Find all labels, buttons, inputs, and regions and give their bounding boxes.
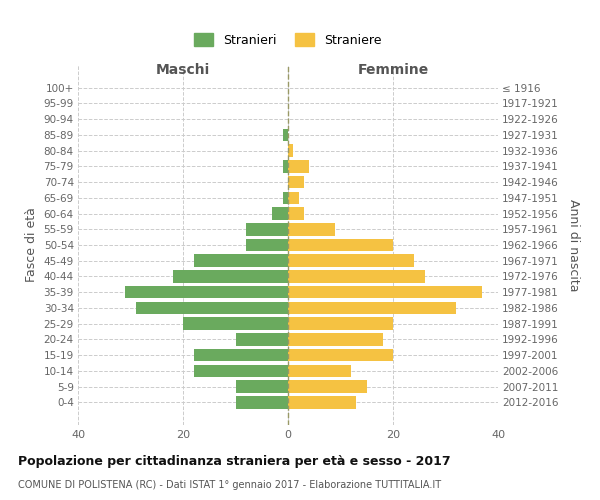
Bar xyxy=(288,223,335,235)
Bar xyxy=(136,302,288,314)
Bar xyxy=(288,286,482,298)
Bar xyxy=(288,160,309,172)
Bar xyxy=(288,302,456,314)
Legend: Stranieri, Straniere: Stranieri, Straniere xyxy=(190,28,386,52)
Bar xyxy=(283,192,288,204)
Bar xyxy=(283,128,288,141)
Text: Femmine: Femmine xyxy=(358,62,428,76)
Bar xyxy=(288,349,393,362)
Bar xyxy=(288,207,304,220)
Bar xyxy=(288,380,367,393)
Bar xyxy=(235,396,288,408)
Bar xyxy=(235,380,288,393)
Bar xyxy=(246,238,288,252)
Bar xyxy=(288,396,356,408)
Bar xyxy=(288,333,383,345)
Bar xyxy=(235,333,288,345)
Bar xyxy=(288,192,299,204)
Bar xyxy=(288,238,393,252)
Bar xyxy=(246,223,288,235)
Bar xyxy=(288,318,393,330)
Bar xyxy=(193,364,288,377)
Bar xyxy=(288,270,425,283)
Bar xyxy=(288,144,293,157)
Bar xyxy=(183,318,288,330)
Y-axis label: Anni di nascita: Anni di nascita xyxy=(567,198,580,291)
Text: COMUNE DI POLISTENA (RC) - Dati ISTAT 1° gennaio 2017 - Elaborazione TUTTITALIA.: COMUNE DI POLISTENA (RC) - Dati ISTAT 1°… xyxy=(18,480,441,490)
Bar xyxy=(283,160,288,172)
Bar xyxy=(125,286,288,298)
Bar xyxy=(193,349,288,362)
Bar xyxy=(173,270,288,283)
Y-axis label: Fasce di età: Fasce di età xyxy=(25,208,38,282)
Text: Maschi: Maschi xyxy=(156,62,210,76)
Bar xyxy=(288,176,304,188)
Bar xyxy=(193,254,288,267)
Bar xyxy=(272,207,288,220)
Text: Popolazione per cittadinanza straniera per età e sesso - 2017: Popolazione per cittadinanza straniera p… xyxy=(18,455,451,468)
Bar xyxy=(288,364,351,377)
Bar xyxy=(288,254,414,267)
